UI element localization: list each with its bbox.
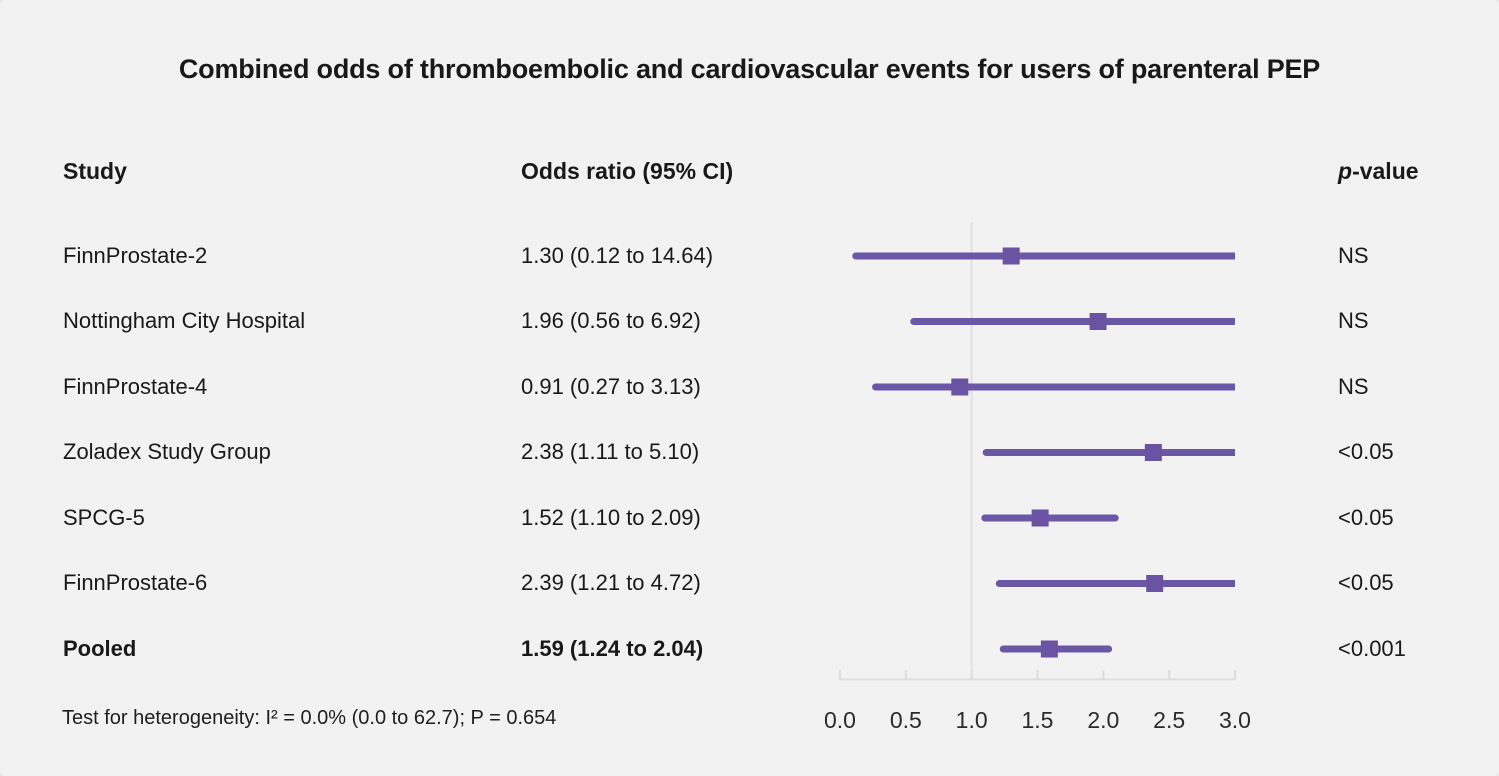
chart-title: Combined odds of thromboembolic and card…: [178, 54, 1321, 84]
or-ci-value: 0.91 (0.27 to 3.13): [521, 374, 701, 399]
p-value: <0.05: [1338, 570, 1394, 595]
column-header-odds-ratio: Odds ratio (95% CI): [521, 158, 734, 184]
table-row: Nottingham City Hospital 1.96 (0.56 to 6…: [0, 305, 1499, 337]
table-row: FinnProstate-6 2.39 (1.21 to 4.72) <0.05: [0, 567, 1499, 599]
ci-cap-left: [982, 449, 990, 456]
x-axis-tick-label: 1.5: [1022, 707, 1054, 733]
or-ci-value: 1.96 (0.56 to 6.92): [521, 308, 701, 333]
ci-cap-right: [1111, 514, 1119, 522]
or-ci-value: 2.38 (1.11 to 5.10): [521, 439, 700, 464]
study-label: SPCG-5: [63, 505, 145, 530]
column-header-p-value: p-value: [1338, 155, 1419, 187]
p-value: NS: [1338, 243, 1369, 268]
or-ci-value: 1.30 (0.12 to 14.64): [521, 243, 714, 268]
x-axis-tick-label: 0.0: [824, 707, 856, 733]
table-row-pooled: Pooled 1.59 (1.24 to 2.04) <0.001: [0, 633, 1499, 665]
p-value: NS: [1338, 308, 1369, 333]
table-row: SPCG-5 1.52 (1.10 to 2.09) <0.05: [0, 502, 1499, 534]
x-axis-tick-label: 3.0: [1219, 707, 1251, 733]
x-axis-tick-label: 0.5: [890, 707, 922, 733]
p-value: NS: [1338, 374, 1369, 399]
or-ci-value: 1.59 (1.24 to 2.04): [521, 636, 704, 661]
study-label: FinnProstate-4: [63, 374, 208, 399]
point-estimate-marker: [951, 378, 969, 396]
p-value-header-italic-p: p: [1338, 158, 1353, 184]
table-row: FinnProstate-4 0.91 (0.27 to 3.13) NS: [0, 371, 1499, 403]
p-value: <0.05: [1338, 505, 1394, 530]
point-estimate-marker: [1040, 640, 1058, 658]
ci-cap-left: [852, 252, 860, 260]
or-ci-value: 2.39 (1.21 to 4.72): [521, 570, 701, 595]
ci-cap-left: [999, 645, 1007, 653]
study-label: FinnProstate-2: [63, 243, 208, 268]
study-label: Nottingham City Hospital: [63, 308, 306, 333]
ci-cap-left: [995, 580, 1003, 587]
study-label: Pooled: [63, 636, 137, 661]
p-value: <0.001: [1338, 636, 1406, 661]
p-value-header-rest: -value: [1352, 158, 1419, 184]
point-estimate-marker: [1031, 509, 1049, 527]
table-row: Zoladex Study Group 2.38 (1.11 to 5.10) …: [0, 436, 1499, 468]
ci-cap-right: [1105, 645, 1113, 653]
study-label: FinnProstate-6: [63, 570, 208, 595]
point-estimate-marker: [1089, 313, 1107, 330]
p-value: <0.05: [1338, 439, 1394, 464]
point-estimate-marker: [1002, 247, 1020, 265]
ci-cap-left: [910, 318, 918, 325]
x-axis-tick-label: 2.0: [1087, 707, 1119, 733]
x-axis-tick-label: 1.0: [956, 707, 988, 733]
study-label: Zoladex Study Group: [63, 439, 271, 464]
point-estimate-marker: [1146, 575, 1164, 592]
ci-cap-left: [872, 383, 880, 391]
table-row: FinnProstate-2 1.30 (0.12 to 14.64) NS: [0, 240, 1499, 272]
x-axis-tick-label: 2.5: [1153, 707, 1185, 733]
column-header-study: Study: [63, 158, 127, 184]
or-ci-value: 1.52 (1.10 to 2.09): [521, 505, 701, 530]
ci-cap-left: [981, 514, 989, 522]
point-estimate-marker: [1144, 444, 1162, 461]
heterogeneity-footnote: Test for heterogeneity: I² = 0.0% (0.0 t…: [62, 707, 557, 729]
